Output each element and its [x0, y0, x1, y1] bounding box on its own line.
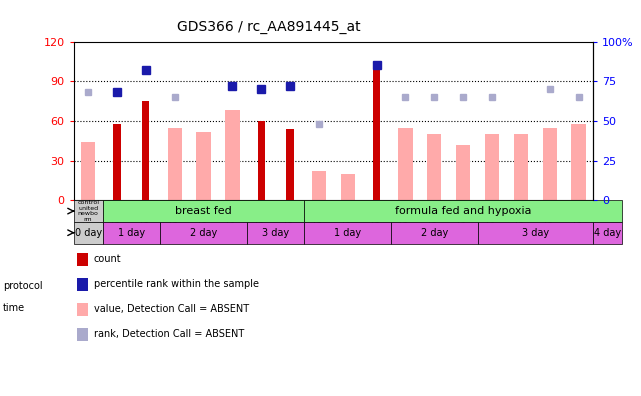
Text: formula fed and hypoxia: formula fed and hypoxia: [395, 206, 531, 216]
Bar: [74, 200, 103, 222]
Text: 3 day: 3 day: [262, 228, 289, 238]
Text: 2 day: 2 day: [420, 228, 448, 238]
Text: breast fed: breast fed: [175, 206, 232, 216]
Text: 2 day: 2 day: [190, 228, 217, 238]
Bar: [593, 222, 622, 244]
Text: rank, Detection Call = ABSENT: rank, Detection Call = ABSENT: [94, 329, 244, 339]
Bar: [312, 171, 326, 200]
Bar: [391, 222, 478, 244]
Text: count: count: [94, 254, 121, 265]
Bar: [287, 129, 294, 200]
Bar: [340, 174, 355, 200]
Text: GDS366 / rc_AA891445_at: GDS366 / rc_AA891445_at: [178, 20, 361, 34]
Bar: [485, 134, 499, 200]
Text: 1 day: 1 day: [334, 228, 362, 238]
Bar: [571, 124, 586, 200]
Text: percentile rank within the sample: percentile rank within the sample: [94, 279, 258, 289]
Bar: [74, 222, 103, 244]
Bar: [373, 68, 380, 200]
Text: value, Detection Call = ABSENT: value, Detection Call = ABSENT: [94, 304, 249, 314]
Text: 4 day: 4 day: [594, 228, 621, 238]
Bar: [478, 222, 593, 244]
Bar: [81, 142, 96, 200]
Bar: [167, 128, 182, 200]
Text: 0 day: 0 day: [74, 228, 102, 238]
Bar: [304, 222, 391, 244]
Bar: [398, 128, 413, 200]
Bar: [258, 121, 265, 200]
Bar: [513, 134, 528, 200]
Bar: [103, 200, 304, 222]
Text: 3 day: 3 day: [522, 228, 549, 238]
Bar: [196, 131, 211, 200]
Bar: [247, 222, 304, 244]
Bar: [304, 200, 622, 222]
Bar: [103, 222, 160, 244]
Bar: [427, 134, 442, 200]
Bar: [160, 222, 247, 244]
Bar: [225, 110, 240, 200]
Bar: [142, 101, 149, 200]
Text: 1 day: 1 day: [118, 228, 145, 238]
Text: protocol: protocol: [3, 281, 43, 291]
Bar: [542, 128, 557, 200]
Text: control
united
newbo
rm: control united newbo rm: [77, 200, 99, 222]
Text: time: time: [3, 303, 26, 313]
Bar: [113, 124, 121, 200]
Bar: [456, 145, 470, 200]
